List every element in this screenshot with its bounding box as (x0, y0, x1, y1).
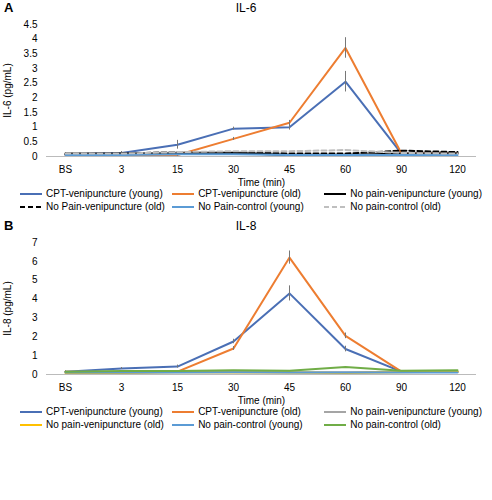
svg-text:3: 3 (119, 164, 125, 175)
svg-text:15: 15 (172, 382, 184, 393)
svg-text:3: 3 (32, 63, 38, 74)
html-text:No pain-venipuncture (young): No pain-venipuncture (young) (350, 406, 482, 417)
svg-text:2: 2 (32, 92, 38, 103)
html-text:No pain-control (old): No pain-control (old) (350, 201, 441, 212)
svg-text:30: 30 (228, 164, 240, 175)
html-text:IL-6: IL-6 (235, 1, 257, 15)
svg-text:90: 90 (396, 164, 408, 175)
svg-text:45: 45 (284, 382, 296, 393)
svg-text:60: 60 (340, 164, 352, 175)
svg-text:0.5: 0.5 (24, 136, 38, 147)
svg-text:1: 1 (32, 350, 38, 361)
svg-text:30: 30 (228, 382, 240, 393)
html-text:IL-8: IL-8 (235, 219, 257, 233)
svg-text:60: 60 (340, 382, 352, 393)
html-text:No pain-control (old): No pain-control (old) (350, 419, 441, 430)
svg-text:4: 4 (32, 293, 38, 304)
svg-text:0: 0 (32, 151, 38, 162)
html-text:CPT-venipuncture (old): CPT-venipuncture (old) (198, 188, 301, 199)
html-text:CPT-venipuncture (old): CPT-venipuncture (old) (198, 406, 301, 417)
svg-text:45: 45 (284, 164, 296, 175)
svg-text:15: 15 (172, 164, 184, 175)
html-text:No pain-venipuncture (old): No pain-venipuncture (old) (46, 419, 164, 430)
html-text:A: A (4, 0, 14, 15)
html-text:No pain-control (young): No pain-control (young) (198, 419, 303, 430)
svg-text:Time (min): Time (min) (238, 395, 285, 406)
svg-text:4: 4 (32, 33, 38, 44)
svg-text:7: 7 (32, 237, 38, 248)
svg-text:90: 90 (396, 382, 408, 393)
svg-text:BS: BS (59, 164, 73, 175)
svg-text:3: 3 (119, 382, 125, 393)
svg-text:6: 6 (32, 256, 38, 267)
svg-text:3: 3 (32, 312, 38, 323)
html-text:CPT-venipuncture (young): CPT-venipuncture (young) (46, 188, 163, 199)
html-text:CPT-venipuncture (young): CPT-venipuncture (young) (46, 406, 163, 417)
html-text:B: B (4, 218, 14, 233)
svg-text:5: 5 (32, 274, 38, 285)
svg-text:2.5: 2.5 (24, 77, 38, 88)
svg-text:1: 1 (32, 121, 38, 132)
svg-text:120: 120 (449, 164, 466, 175)
svg-text:Time (min): Time (min) (238, 177, 285, 188)
svg-text:IL-8 (pg/mL): IL-8 (pg/mL) (2, 281, 13, 335)
svg-text:BS: BS (59, 382, 73, 393)
html-text:No Pain-control (young): No Pain-control (young) (198, 201, 304, 212)
svg-text:0: 0 (32, 369, 38, 380)
svg-text:4.5: 4.5 (24, 19, 38, 30)
svg-text:2: 2 (32, 331, 38, 342)
svg-text:120: 120 (449, 382, 466, 393)
html-text:No pain-venipuncture (young): No pain-venipuncture (young) (350, 188, 482, 199)
svg-text:IL-6 (pg/mL): IL-6 (pg/mL) (2, 63, 13, 117)
html-text:No Pain-venipuncture (old): No Pain-venipuncture (old) (46, 201, 165, 212)
svg-text:1.5: 1.5 (24, 107, 38, 118)
svg-text:3.5: 3.5 (24, 48, 38, 59)
